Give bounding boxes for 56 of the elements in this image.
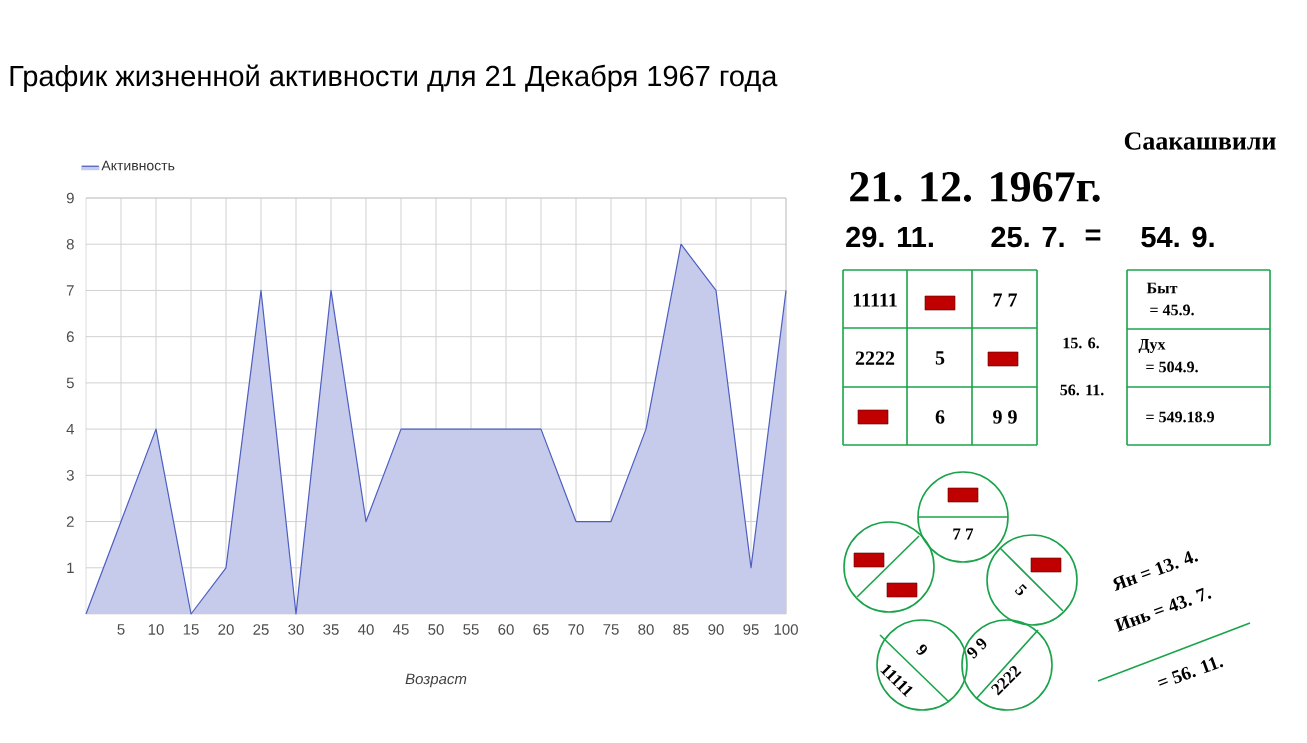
text: 7 7 (953, 528, 974, 540)
x-tick-label: 90 (708, 624, 724, 635)
text: 6 (916, 644, 927, 655)
x-tick-label: 85 (673, 624, 689, 635)
text: 2222 (855, 351, 895, 365)
x-axis-title: Возраст (405, 673, 467, 688)
x-tick-label: 50 (428, 624, 444, 635)
chart-title: График жизненной активности для 21 Декабря 1967 года (10, 64, 778, 93)
x-tick-label: 30 (288, 624, 304, 635)
x-tick-label: 10 (148, 624, 164, 635)
y-tick-label: 4 (66, 423, 75, 435)
y-tick-label: 6 (66, 331, 74, 342)
text: 29. 11. (846, 226, 933, 248)
x-tick-label: 80 (638, 624, 654, 635)
x-tick-label: 65 (533, 624, 549, 635)
y-tick-label: 8 (66, 238, 74, 250)
y-tick-label: 2 (66, 516, 74, 527)
text: 11111 (853, 293, 897, 307)
text: 21. 12. 1967г. (850, 172, 1100, 202)
y-tick-label: 7 (66, 285, 74, 296)
text: Саакашвили (1124, 132, 1276, 150)
x-tick-label: 15 (183, 624, 199, 635)
text: 7 7 (993, 293, 1018, 307)
text: = 56. 11. (1157, 657, 1224, 686)
x-tick-label: 5 (117, 624, 125, 635)
text: 9 9 (967, 638, 987, 659)
text: 9 9 (993, 410, 1017, 424)
x-tick-label: 35 (323, 624, 339, 635)
x-tick-label: 70 (568, 624, 584, 635)
text: 5 (935, 351, 945, 365)
text: 54. 9. (1141, 226, 1214, 248)
x-tick-label: 95 (743, 624, 759, 635)
y-tick-label: 9 (66, 192, 74, 204)
text: 56. 11. (1060, 384, 1104, 396)
x-tick-label: 45 (393, 624, 409, 635)
text: 25. 7. (991, 226, 1064, 248)
text: Дух (1138, 339, 1166, 353)
text: = 549.18.9 (1146, 411, 1214, 423)
text: = 45.9. (1150, 304, 1194, 316)
text: 15. 6. (1063, 337, 1099, 349)
text: Быт (1146, 282, 1178, 294)
x-tick-label: 100 (774, 624, 798, 635)
y-tick-label: 5 (66, 377, 74, 389)
legend-label: Активность (101, 160, 175, 171)
text: 6 (935, 410, 945, 424)
x-tick-label: 75 (603, 624, 619, 635)
x-tick-label: 55 (463, 624, 479, 635)
text: = (1085, 229, 1101, 241)
text: 5 (1014, 583, 1027, 596)
x-tick-label: 20 (218, 624, 234, 635)
x-tick-label: 60 (498, 624, 514, 635)
x-tick-label: 25 (253, 624, 269, 635)
y-tick-label: 1 (67, 562, 74, 573)
y-tick-label: 3 (66, 470, 74, 481)
text: = 504.9. (1146, 361, 1198, 373)
x-tick-label: 40 (358, 624, 374, 635)
